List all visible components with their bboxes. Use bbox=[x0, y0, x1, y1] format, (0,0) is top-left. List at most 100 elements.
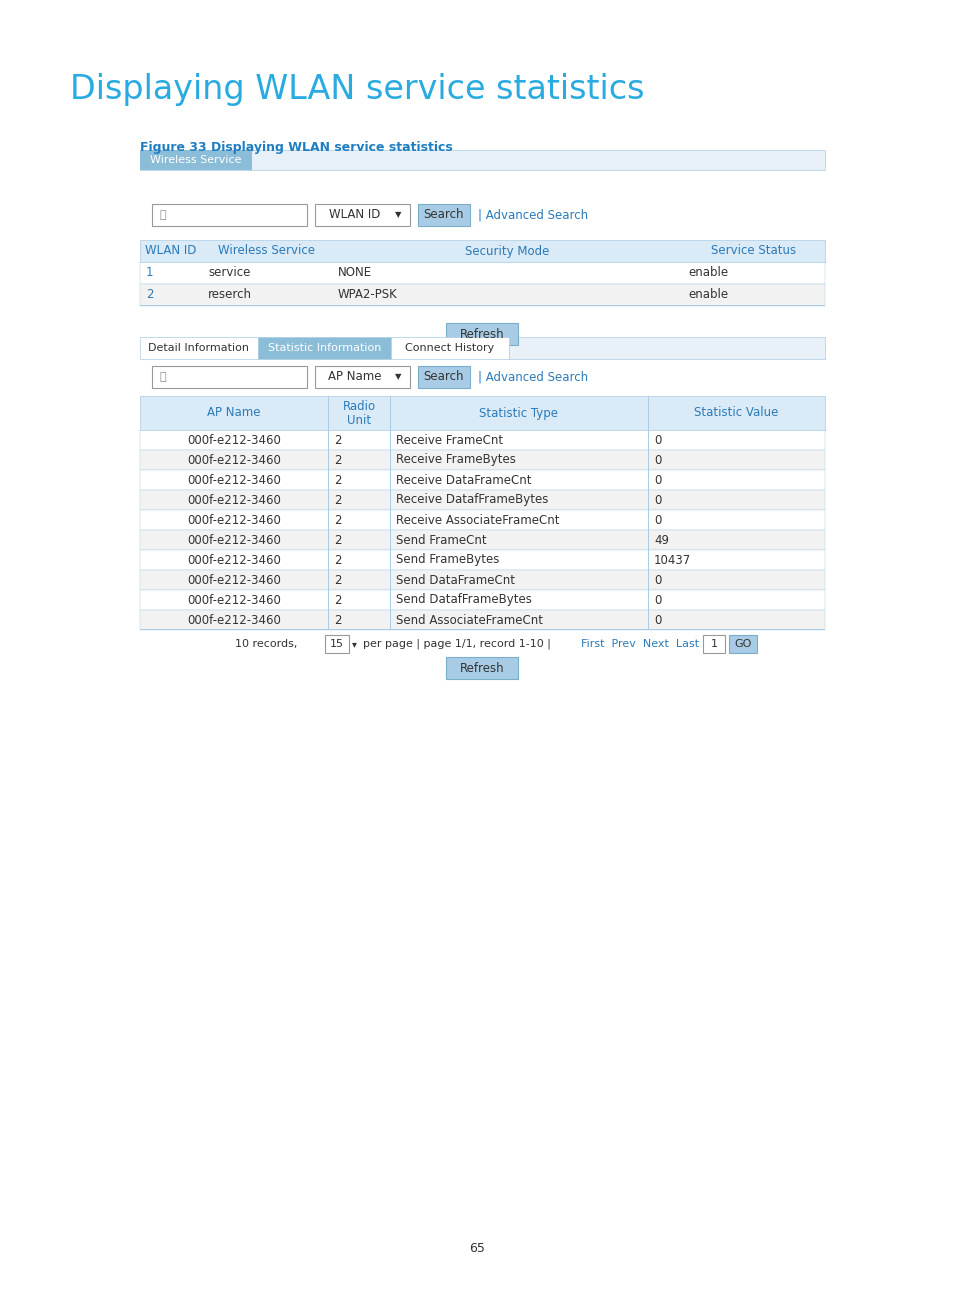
Bar bbox=[328, 470, 329, 490]
Bar bbox=[647, 430, 648, 450]
Text: Detail Information: Detail Information bbox=[149, 343, 250, 353]
Text: Radio: Radio bbox=[342, 399, 375, 412]
Bar bbox=[390, 570, 391, 590]
Text: 000f-e212-3460: 000f-e212-3460 bbox=[187, 553, 280, 566]
Text: Send DatafFrameBytes: Send DatafFrameBytes bbox=[395, 594, 532, 607]
Bar bbox=[647, 470, 648, 490]
Bar bbox=[417, 365, 470, 388]
Text: Displaying WLAN service statistics: Displaying WLAN service statistics bbox=[70, 73, 644, 105]
Bar bbox=[140, 550, 824, 570]
Text: 000f-e212-3460: 000f-e212-3460 bbox=[187, 513, 280, 526]
Bar bbox=[140, 430, 824, 450]
Text: Receive DatafFrameBytes: Receive DatafFrameBytes bbox=[395, 494, 548, 507]
Text: ▼: ▼ bbox=[395, 372, 401, 381]
Bar bbox=[390, 490, 391, 511]
Text: Receive FrameCnt: Receive FrameCnt bbox=[395, 433, 502, 447]
Text: NONE: NONE bbox=[337, 267, 372, 280]
Text: Send FrameCnt: Send FrameCnt bbox=[395, 534, 486, 547]
Text: Receive AssociateFrameCnt: Receive AssociateFrameCnt bbox=[395, 513, 558, 526]
Text: Send FrameBytes: Send FrameBytes bbox=[395, 553, 498, 566]
Text: 1: 1 bbox=[710, 639, 717, 649]
Bar bbox=[728, 635, 757, 653]
Bar bbox=[391, 337, 509, 359]
Text: Search: Search bbox=[423, 371, 464, 384]
Text: 0: 0 bbox=[654, 574, 660, 587]
Bar bbox=[328, 570, 329, 590]
Text: 65: 65 bbox=[469, 1242, 484, 1255]
Text: 2: 2 bbox=[146, 289, 153, 302]
Bar bbox=[328, 397, 329, 430]
Bar bbox=[140, 240, 824, 262]
Bar bbox=[328, 590, 329, 610]
Text: per page | page 1/1, record 1-10 |: per page | page 1/1, record 1-10 | bbox=[363, 639, 550, 649]
Text: 0: 0 bbox=[654, 594, 660, 607]
Bar bbox=[140, 397, 824, 430]
Text: 49: 49 bbox=[654, 534, 668, 547]
Text: Statistic Information: Statistic Information bbox=[268, 343, 381, 353]
Bar bbox=[140, 150, 824, 170]
Text: 1: 1 bbox=[146, 267, 153, 280]
Text: GO: GO bbox=[734, 639, 751, 649]
Text: 000f-e212-3460: 000f-e212-3460 bbox=[187, 433, 280, 447]
Bar bbox=[390, 590, 391, 610]
Text: Statistic Value: Statistic Value bbox=[694, 407, 778, 420]
Bar bbox=[152, 203, 307, 226]
Text: 0: 0 bbox=[654, 613, 660, 626]
Text: 0: 0 bbox=[654, 473, 660, 486]
Text: 000f-e212-3460: 000f-e212-3460 bbox=[187, 594, 280, 607]
Bar bbox=[417, 203, 470, 226]
Text: Statistic Type: Statistic Type bbox=[479, 407, 558, 420]
Bar bbox=[328, 610, 329, 630]
Bar bbox=[390, 470, 391, 490]
Text: 0: 0 bbox=[654, 494, 660, 507]
Text: 0: 0 bbox=[654, 513, 660, 526]
Bar bbox=[390, 397, 391, 430]
Bar bbox=[390, 530, 391, 550]
Bar bbox=[446, 323, 518, 345]
Bar bbox=[390, 511, 391, 530]
Text: ▼: ▼ bbox=[395, 210, 401, 219]
Bar bbox=[647, 490, 648, 511]
Bar bbox=[140, 284, 824, 306]
Text: 000f-e212-3460: 000f-e212-3460 bbox=[187, 613, 280, 626]
Text: 2: 2 bbox=[334, 433, 341, 447]
Text: AP Name: AP Name bbox=[328, 371, 381, 384]
Text: Receive DataFrameCnt: Receive DataFrameCnt bbox=[395, 473, 531, 486]
Text: WLAN ID: WLAN ID bbox=[145, 245, 196, 258]
Text: Service Status: Service Status bbox=[710, 245, 795, 258]
Bar bbox=[140, 490, 824, 511]
Bar bbox=[325, 635, 349, 653]
Text: service: service bbox=[208, 267, 250, 280]
Text: 2: 2 bbox=[334, 574, 341, 587]
Text: 0: 0 bbox=[654, 433, 660, 447]
Text: 2: 2 bbox=[334, 553, 341, 566]
Text: 2: 2 bbox=[334, 594, 341, 607]
Text: Security Mode: Security Mode bbox=[464, 245, 549, 258]
Bar bbox=[152, 365, 307, 388]
Text: Figure 33 Displaying WLAN service statistics: Figure 33 Displaying WLAN service statis… bbox=[140, 141, 453, 154]
Text: 000f-e212-3460: 000f-e212-3460 bbox=[187, 454, 280, 467]
Bar bbox=[647, 590, 648, 610]
Bar bbox=[140, 530, 824, 550]
Text: 2: 2 bbox=[334, 613, 341, 626]
Text: ⌕: ⌕ bbox=[160, 372, 167, 382]
Text: 0: 0 bbox=[654, 454, 660, 467]
Bar bbox=[140, 590, 824, 610]
Bar bbox=[702, 635, 724, 653]
Bar bbox=[647, 610, 648, 630]
Text: Refresh: Refresh bbox=[459, 661, 504, 674]
Bar bbox=[647, 550, 648, 570]
Text: Refresh: Refresh bbox=[459, 328, 504, 341]
Text: ⌕: ⌕ bbox=[160, 210, 167, 220]
Text: 2: 2 bbox=[334, 454, 341, 467]
Bar bbox=[140, 150, 252, 170]
Bar bbox=[140, 570, 824, 590]
Bar bbox=[328, 530, 329, 550]
Bar bbox=[647, 511, 648, 530]
Text: Search: Search bbox=[423, 209, 464, 222]
Text: reserch: reserch bbox=[208, 289, 252, 302]
Text: 15: 15 bbox=[330, 639, 344, 649]
Bar bbox=[314, 203, 410, 226]
Text: 10 records,: 10 records, bbox=[234, 639, 297, 649]
Bar bbox=[647, 450, 648, 470]
